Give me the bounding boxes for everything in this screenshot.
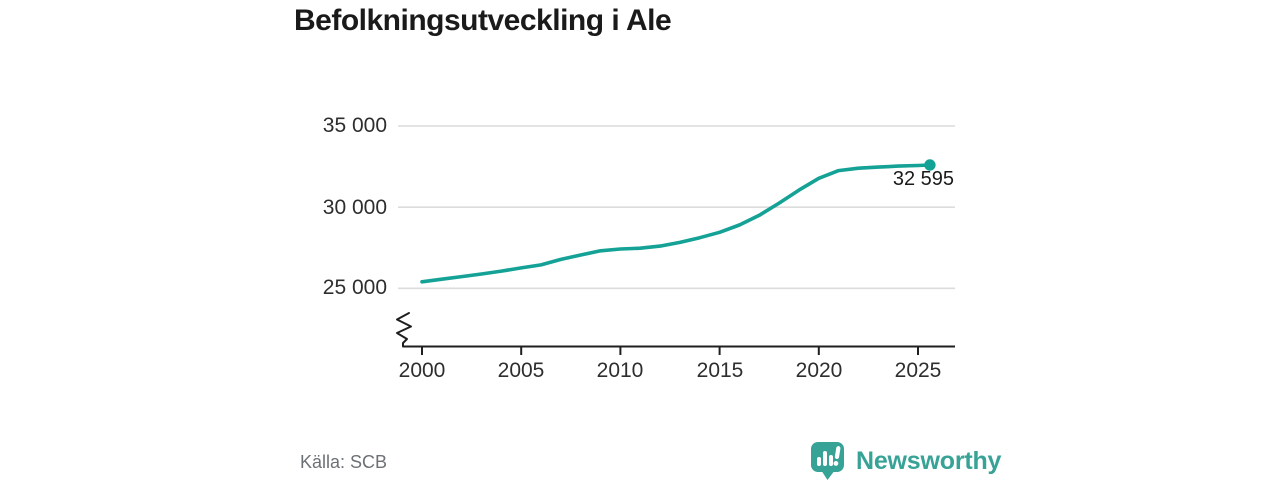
- y-axis-tick-label: 35 000: [322, 114, 387, 137]
- end-value-label: 32 595: [892, 168, 954, 190]
- branding-name: Newsworthy: [856, 446, 1002, 475]
- y-axis-tick-label: 25 000: [322, 276, 387, 299]
- data-line: [420, 163, 932, 284]
- x-axis-tick-label: 2010: [596, 359, 644, 382]
- gridlines: [398, 125, 955, 290]
- x-axis: [403, 345, 955, 355]
- page-title: Befolkningsutveckling i Ale: [294, 4, 672, 37]
- axis-break-icon: [396, 312, 412, 348]
- source-note: Källa: SCB: [300, 452, 388, 472]
- x-axis-tick-label: 2000: [398, 359, 446, 382]
- newsworthy-logo-icon: [811, 442, 844, 480]
- y-axis-tick-label: 30 000: [322, 196, 387, 219]
- x-axis-tick-label: 2015: [696, 359, 744, 382]
- x-axis-tick-label: 2025: [894, 359, 942, 382]
- branding: Newsworthy: [810, 441, 1001, 480]
- x-axis-tick-label: 2005: [497, 359, 545, 382]
- end-point-marker: [924, 159, 936, 171]
- x-axis-tick-label: 2020: [795, 359, 843, 382]
